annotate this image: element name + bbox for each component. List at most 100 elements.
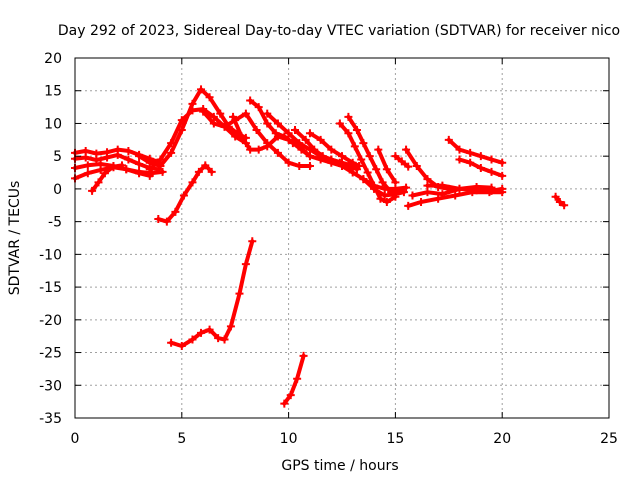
data-point-marker xyxy=(487,167,496,176)
data-point-marker xyxy=(177,342,186,350)
series-arc-6 xyxy=(135,85,250,170)
data-point-marker xyxy=(188,106,197,115)
data-point-marker xyxy=(188,178,197,187)
grid-lines xyxy=(75,58,609,418)
data-point-marker xyxy=(301,135,310,144)
data-point-marker xyxy=(352,126,361,134)
data-point-marker xyxy=(229,112,238,121)
data-point-marker xyxy=(103,153,112,162)
data-point-marker xyxy=(156,155,165,164)
data-point-marker xyxy=(197,85,206,94)
data-point-marker xyxy=(171,207,180,216)
y-tick-label: -25 xyxy=(39,346,62,362)
data-point-marker xyxy=(273,148,282,157)
data-point-marker xyxy=(263,119,272,128)
data-point-marker xyxy=(434,194,443,203)
data-point-marker xyxy=(438,181,447,190)
data-point-marker xyxy=(355,162,364,170)
data-point-marker xyxy=(135,169,144,178)
data-point-marker xyxy=(295,162,304,170)
data-point-marker xyxy=(237,132,246,141)
series-arc-29 xyxy=(551,192,569,210)
data-point-marker xyxy=(246,145,255,154)
data-point-marker xyxy=(100,169,109,178)
data-point-marker xyxy=(209,119,218,128)
data-point-marker xyxy=(348,158,357,167)
y-tick-label: 20 xyxy=(44,51,62,67)
data-point-marker xyxy=(344,129,353,138)
data-point-marker xyxy=(455,155,464,164)
data-point-marker xyxy=(273,119,282,128)
data-point-marker xyxy=(444,135,453,144)
data-point-marker xyxy=(188,335,197,344)
data-point-marker xyxy=(252,126,261,134)
data-point-marker xyxy=(162,217,171,226)
data-point-marker xyxy=(280,132,289,141)
data-point-marker xyxy=(83,169,92,178)
data-point-marker xyxy=(397,157,406,166)
data-point-marker xyxy=(399,188,408,197)
data-point-marker xyxy=(167,338,176,347)
data-point-marker xyxy=(241,109,250,118)
data-point-marker xyxy=(372,165,381,174)
data-point-marker xyxy=(391,178,400,187)
series-arc-21 xyxy=(374,145,400,187)
series-line xyxy=(156,163,214,224)
x-tick-label: 0 xyxy=(71,431,80,447)
series-arc-17 xyxy=(335,119,400,206)
series-arc-5 xyxy=(88,161,126,195)
data-point-marker xyxy=(476,163,485,172)
data-point-marker xyxy=(363,168,372,177)
y-tick-label: 0 xyxy=(53,182,62,198)
data-point-marker xyxy=(438,190,447,199)
data-point-marker xyxy=(402,145,411,154)
data-point-marker xyxy=(344,112,353,121)
data-point-marker xyxy=(246,96,255,105)
series-arc-27 xyxy=(444,135,507,167)
data-point-marker xyxy=(423,181,432,190)
data-point-marker xyxy=(286,391,295,400)
x-tick-label: 5 xyxy=(177,431,186,447)
data-point-marker xyxy=(378,178,387,187)
data-point-marker xyxy=(117,161,126,170)
data-point-marker xyxy=(135,152,144,161)
data-point-marker xyxy=(305,162,314,170)
series-arc-22 xyxy=(391,152,413,171)
series-arc-14 xyxy=(280,351,308,408)
data-point-marker xyxy=(551,192,560,201)
data-point-marker xyxy=(374,145,383,154)
data-point-marker xyxy=(359,175,368,184)
data-point-marker xyxy=(122,165,131,174)
y-tick-label: 5 xyxy=(53,149,62,165)
data-point-marker xyxy=(83,161,92,170)
y-tick-label: -30 xyxy=(39,378,62,394)
data-point-marker xyxy=(359,139,368,148)
series-line xyxy=(404,147,462,191)
y-tick-label: -10 xyxy=(39,247,62,263)
data-point-marker xyxy=(280,399,289,408)
data-point-marker xyxy=(357,155,366,164)
data-point-marker xyxy=(81,153,90,162)
data-point-marker xyxy=(338,152,346,161)
data-point-marker xyxy=(310,145,319,154)
data-point-marker xyxy=(327,145,336,154)
data-point-marker xyxy=(404,162,413,171)
axis-ticks: 0 5 10 15 20 25 -35 -30 -25 -20 -15 -10 -5 0 5 10 15 20 xyxy=(39,51,618,447)
x-tick-label: 10 xyxy=(280,431,298,447)
data-point-marker xyxy=(338,162,346,170)
x-tick-label: 20 xyxy=(493,431,511,447)
data-point-marker xyxy=(402,183,411,192)
data-point-marker xyxy=(154,215,163,224)
data-point-marker xyxy=(370,184,379,193)
y-tick-label: 10 xyxy=(44,116,62,132)
data-point-marker xyxy=(158,167,167,176)
data-point-marker xyxy=(318,152,327,161)
data-point-marker xyxy=(391,190,400,199)
data-point-marker xyxy=(348,168,357,177)
data-point-marker xyxy=(226,322,235,331)
plot-frame xyxy=(74,57,610,419)
series-arc-20 xyxy=(359,175,408,200)
data-point-marker xyxy=(335,119,344,128)
data-point-marker xyxy=(177,116,186,125)
series-arc-9 xyxy=(167,237,257,350)
